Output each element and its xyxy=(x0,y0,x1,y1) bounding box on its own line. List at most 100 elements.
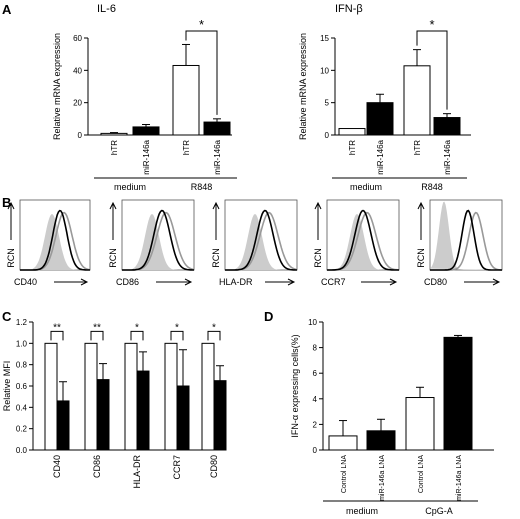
isotype-histogram xyxy=(430,201,502,270)
treated-histogram xyxy=(20,209,90,271)
bar xyxy=(124,342,138,451)
chart-ifna-cells: 0 2 4 6 8 10 IFN-α expressing cells(%) Control … xyxy=(290,318,494,516)
bar xyxy=(132,126,160,136)
y-axis-label: RCN xyxy=(211,248,221,268)
bar xyxy=(96,379,110,451)
significance-bracket xyxy=(207,330,221,341)
y-tick-label: 0 xyxy=(78,131,83,140)
isotype-histogram xyxy=(225,214,297,270)
y-tick-label: 40 xyxy=(73,66,82,75)
marker-label: CD86 xyxy=(116,277,139,287)
bar xyxy=(366,102,394,136)
significance-mark: ** xyxy=(93,322,101,333)
significance-bracket xyxy=(130,330,144,341)
y-tick-label: 1.0 xyxy=(16,339,28,348)
y-tick-label: 2 xyxy=(313,420,318,429)
x-tick-label: miR-146a xyxy=(443,139,452,174)
bar xyxy=(172,64,200,136)
y-tick-label: 10 xyxy=(320,66,329,75)
significance-mark: * xyxy=(429,17,434,32)
x-tick-label: miR-146a xyxy=(213,139,222,174)
x-tick-label: CD40 xyxy=(52,455,62,478)
x-tick-label: Control LNA xyxy=(341,455,348,493)
y-tick-label: 0 xyxy=(313,446,318,455)
treated-histogram xyxy=(225,209,297,271)
significance-mark: * xyxy=(199,17,204,32)
chart-ifnb: IFN-β 0 5 10 15 Relative mRNA expression hTR mi… xyxy=(298,3,471,192)
flow-histograms: RCN CD40 RCN CD86 RCN HLA-DR RCN CCR7 RCN CD80 xyxy=(6,199,503,287)
panel-label-a: A xyxy=(2,2,12,17)
treated-histogram xyxy=(122,209,194,271)
x-tick-label: miR-146a LNA xyxy=(456,455,463,501)
bar xyxy=(338,128,366,136)
bar xyxy=(201,342,215,451)
significance-mark: * xyxy=(135,322,139,333)
x-tick-label: CD80 xyxy=(209,455,219,478)
group-label: R848 xyxy=(421,182,443,192)
chart-title: IL-6 xyxy=(97,3,116,15)
x-arrow-head xyxy=(184,278,193,286)
y-tick-label: 15 xyxy=(320,34,329,43)
marker-label: CCR7 xyxy=(321,277,346,287)
y-axis-label: RCN xyxy=(416,248,426,268)
bar xyxy=(405,397,435,451)
bar xyxy=(100,132,128,136)
bar xyxy=(203,121,231,136)
marker-label: HLA-DR xyxy=(219,277,253,287)
y-tick-label: 0.0 xyxy=(16,446,28,455)
x-tick-label: miR-146a xyxy=(376,139,385,174)
panel-label-b: B xyxy=(2,195,11,210)
isotype-histogram xyxy=(122,214,194,270)
y-axis-label: RCN xyxy=(313,248,323,268)
significance-mark: ** xyxy=(53,322,61,333)
bar xyxy=(136,370,150,451)
x-tick-label: CD86 xyxy=(92,455,102,478)
y-tick-label: 10 xyxy=(308,318,317,327)
x-arrow-head xyxy=(492,278,501,286)
group-label: medium xyxy=(114,182,146,192)
y-tick-label: 6 xyxy=(313,369,318,378)
x-tick-label: hTR xyxy=(413,140,422,155)
group-label: medium xyxy=(350,182,382,192)
y-tick-label: 0.6 xyxy=(16,382,28,391)
y-tick-label: 0.4 xyxy=(16,403,28,412)
significance-bracket xyxy=(90,330,104,341)
y-axis-label: Relative mRNA expression xyxy=(298,33,308,140)
y-tick-label: 0 xyxy=(325,131,330,140)
y-arrow-head xyxy=(417,201,425,210)
y-axis-label: Relative MFI xyxy=(2,361,12,412)
x-arrow-head xyxy=(389,278,398,286)
bar xyxy=(164,342,178,451)
chart-il6: IL-6 0 20 40 60 Relative mRNA expression hTR mi… xyxy=(52,3,237,192)
x-arrow-head xyxy=(287,278,296,286)
bar xyxy=(328,435,358,451)
y-axis-label: IFN-α expressing cells(%) xyxy=(290,334,300,437)
x-tick-label: hTR xyxy=(110,140,119,155)
y-arrow-head xyxy=(7,201,15,210)
y-tick-label: 0.8 xyxy=(16,361,28,370)
group-label: CpG-A xyxy=(425,506,453,516)
bar xyxy=(433,117,461,136)
x-tick-label: Control LNA xyxy=(418,455,425,493)
y-tick-label: 5 xyxy=(325,99,330,108)
y-tick-label: 4 xyxy=(313,395,318,404)
x-tick-label: hTR xyxy=(348,140,357,155)
isotype-histogram xyxy=(327,214,399,270)
y-axis-label: RCN xyxy=(108,248,118,268)
marker-label: CD80 xyxy=(424,277,447,287)
significance-mark: * xyxy=(175,322,179,333)
y-axis-label: RCN xyxy=(6,248,16,268)
group-label: R848 xyxy=(191,182,213,192)
group-label: medium xyxy=(346,506,378,516)
significance-bracket xyxy=(50,330,64,341)
bar xyxy=(366,430,396,451)
bar xyxy=(56,400,70,451)
y-tick-label: 1.2 xyxy=(16,318,28,327)
y-arrow-head xyxy=(109,201,117,210)
bar xyxy=(176,385,190,451)
bar xyxy=(443,336,473,451)
significance-bracket xyxy=(185,30,218,115)
bar xyxy=(213,380,227,451)
